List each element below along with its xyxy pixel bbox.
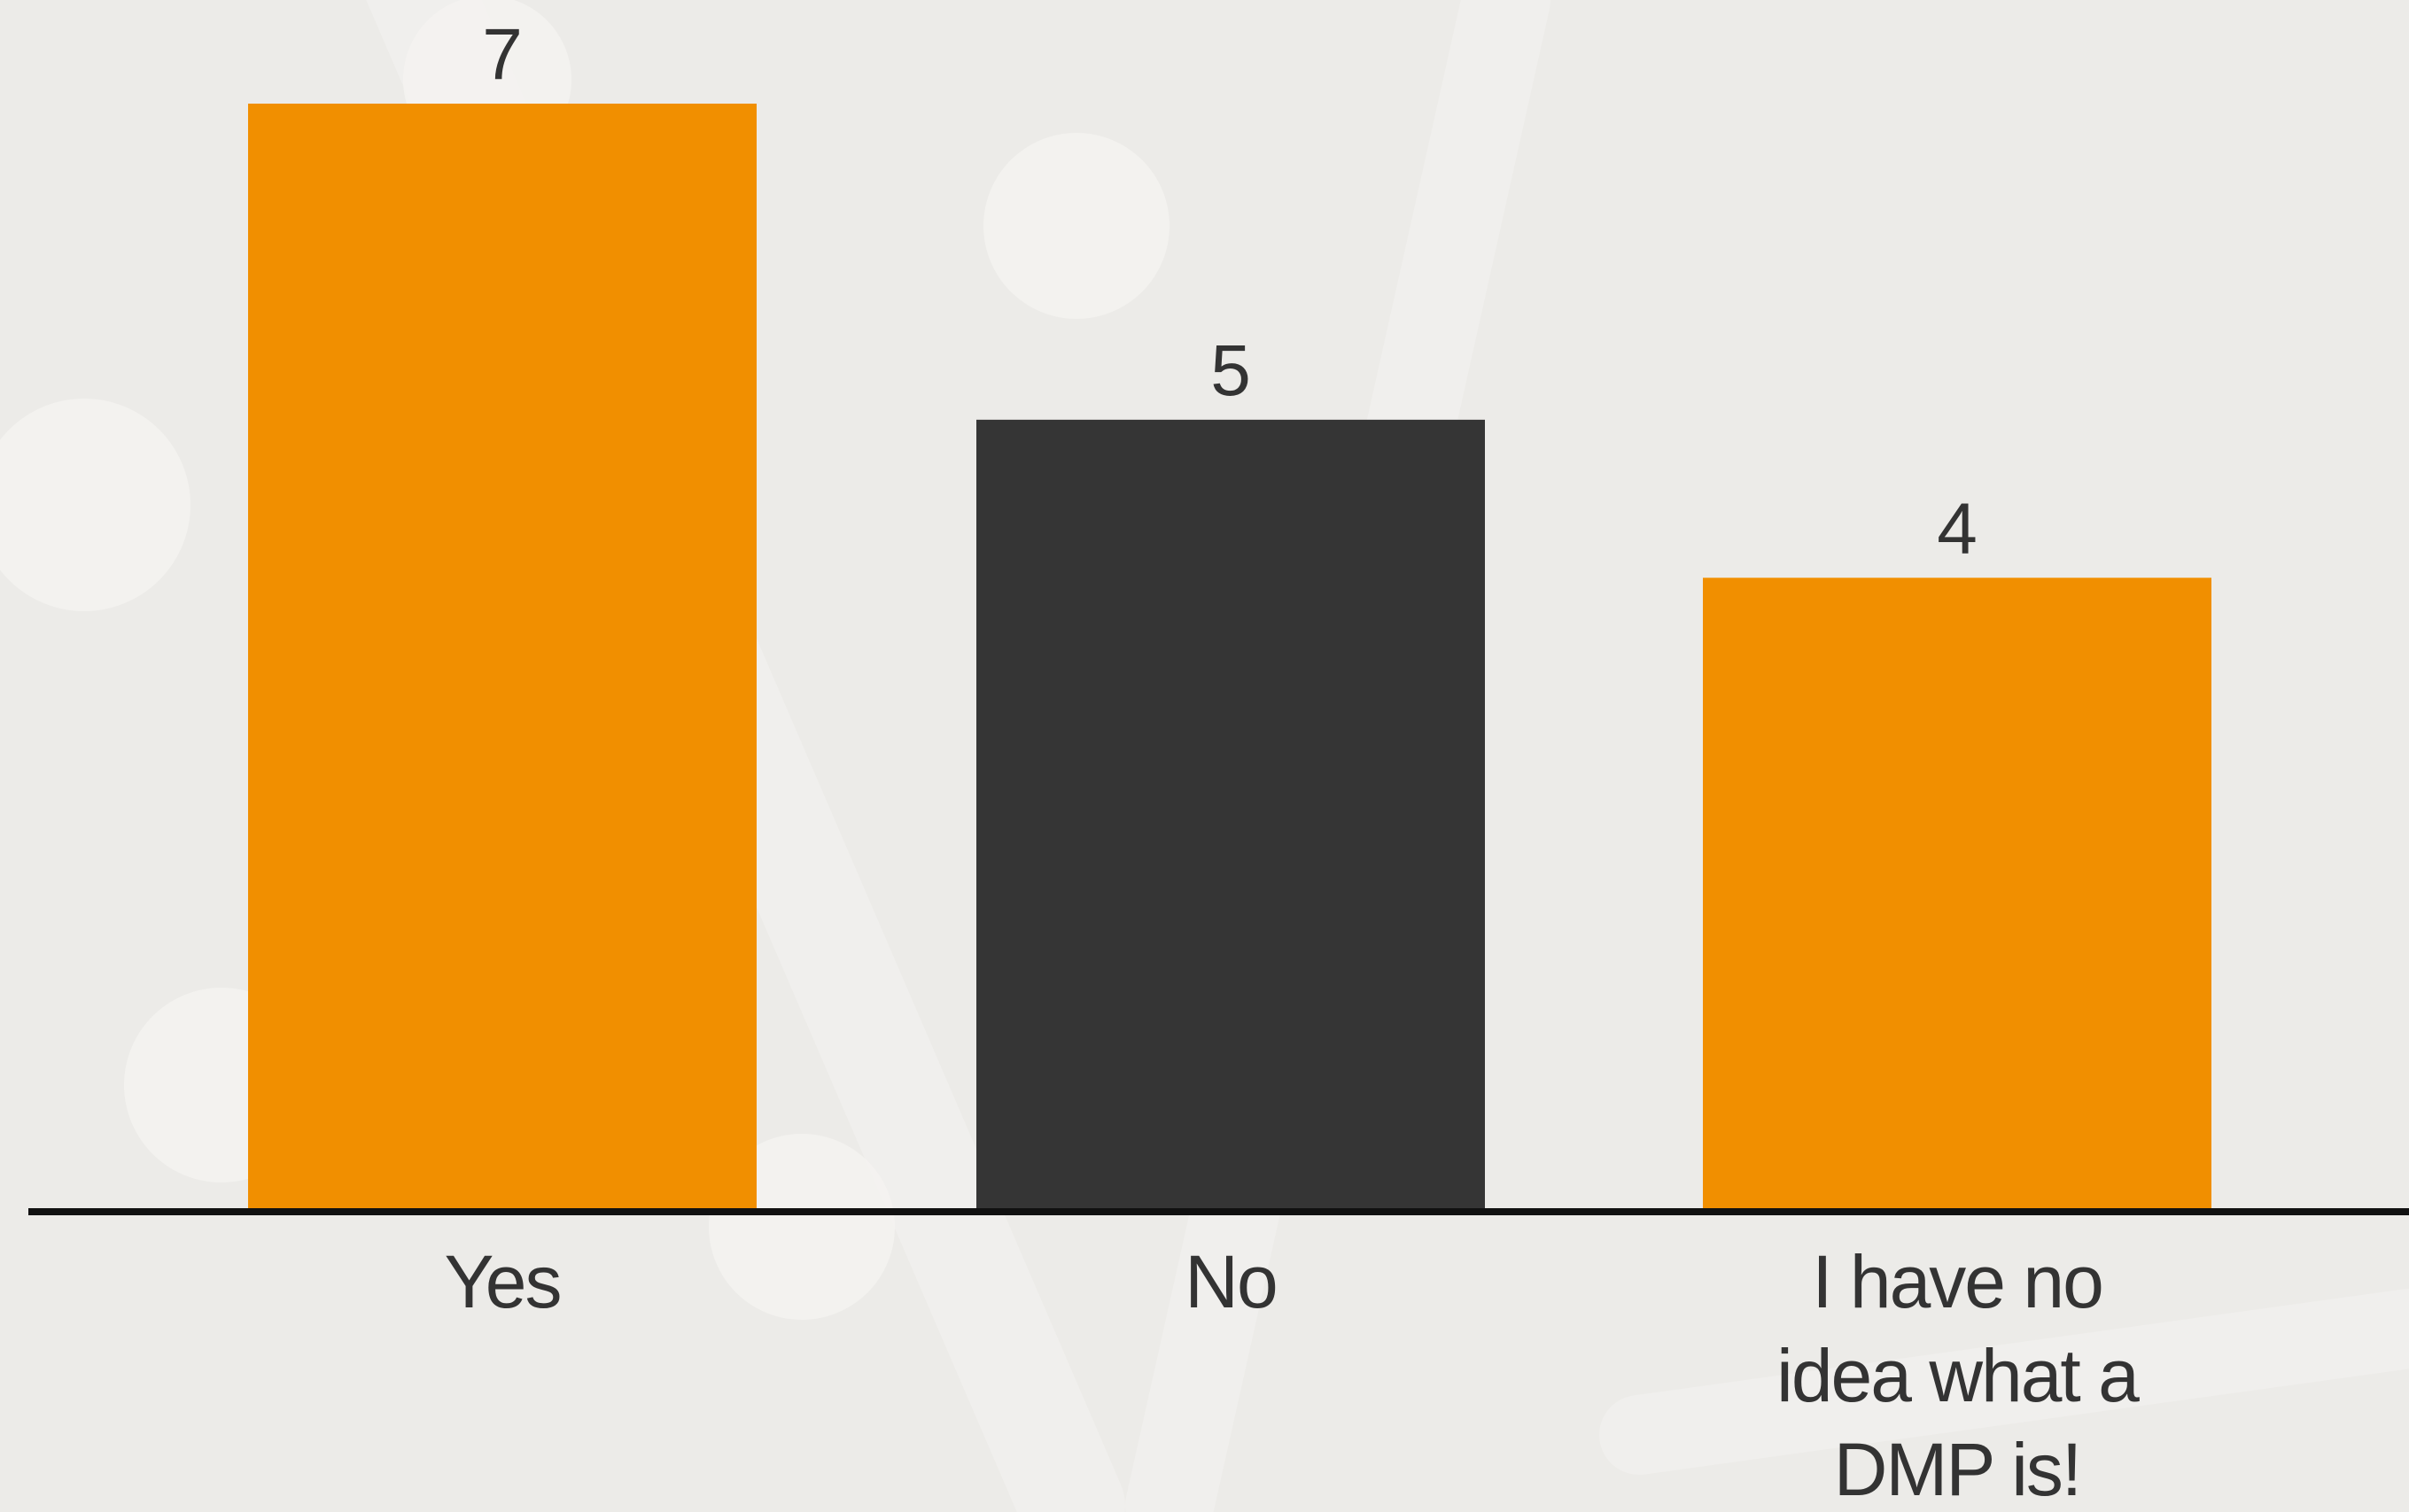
category-label-3-line-3: DMP is! (1834, 1428, 2080, 1511)
category-label-3: I have no idea what a DMP is! (1776, 1240, 2140, 1511)
category-label-3-line-1: I have no (1812, 1240, 2102, 1323)
category-label-1: Yes (444, 1240, 560, 1323)
category-label-2: No (1185, 1240, 1276, 1323)
bar-2 (976, 419, 1485, 1210)
category-label-1-line-1: Yes (444, 1240, 560, 1323)
value-label-3: 4 (1937, 488, 1978, 569)
bar-1 (248, 104, 757, 1210)
category-label-2-line-1: No (1185, 1240, 1276, 1323)
value-labels-layer: 7 5 4 (482, 14, 1978, 569)
value-label-2: 5 (1210, 330, 1251, 411)
value-label-1: 7 (482, 14, 523, 95)
bars-layer (248, 104, 2211, 1210)
category-label-3-line-2: idea what a (1776, 1334, 2140, 1417)
bar-3 (1703, 578, 2211, 1210)
category-labels-layer: Yes No I have no idea what a DMP is! (444, 1240, 2141, 1511)
